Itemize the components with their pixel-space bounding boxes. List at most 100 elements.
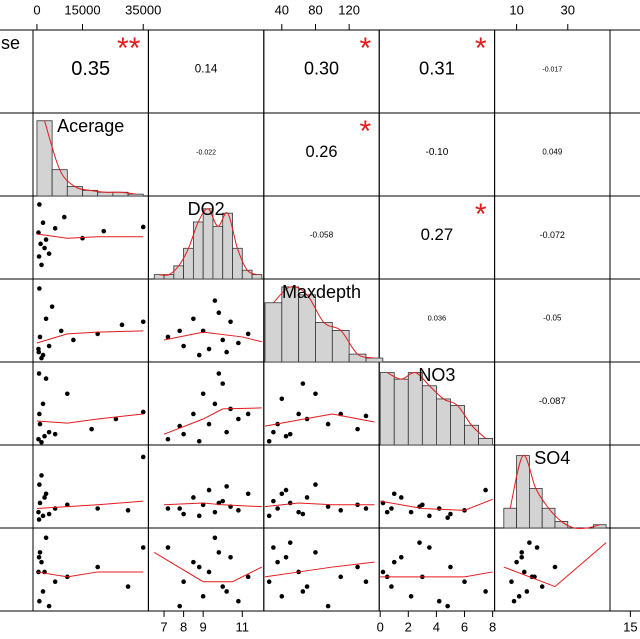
histogram-bar — [232, 247, 243, 280]
scatter-point — [196, 438, 202, 444]
scatter-point — [101, 228, 107, 234]
scatter-point — [398, 554, 404, 560]
scatter-point — [216, 310, 222, 316]
scatter-point — [391, 491, 397, 497]
variable-name: DO2 — [188, 199, 225, 219]
scatter-point — [42, 433, 47, 439]
correlation-value: 0.049 — [542, 148, 562, 157]
scatter-point — [417, 540, 422, 545]
scatter-point — [140, 224, 146, 230]
correlation-value: 0.27 — [421, 225, 454, 244]
scatter-point — [519, 554, 525, 560]
histogram-bar — [365, 357, 384, 363]
scatter-point — [236, 340, 241, 346]
histogram-bar — [393, 378, 409, 446]
scatter-point — [43, 491, 49, 497]
tick-label: 7 — [160, 619, 167, 634]
scatter-point — [165, 334, 171, 340]
panel-border — [147, 527, 265, 612]
scatter-point — [216, 550, 222, 555]
scatter-point — [516, 594, 522, 599]
scatter-point — [65, 502, 70, 508]
scatter-point — [43, 237, 49, 242]
panel-border — [32, 278, 149, 363]
correlation-value: -0.022 — [196, 149, 216, 156]
scatter-point — [43, 376, 49, 381]
panel-border — [263, 361, 380, 446]
scatter-point — [65, 391, 70, 397]
histogram-bar — [66, 186, 83, 197]
scatter-point — [46, 511, 52, 517]
histogram-bar — [264, 302, 283, 363]
smooth-line — [503, 542, 607, 588]
significance-stars: * — [360, 32, 372, 65]
correlation-value: 0.14 — [195, 63, 218, 76]
scatter-point — [140, 545, 146, 550]
scatter-point — [46, 343, 52, 349]
scatter-point — [245, 491, 251, 497]
scatter-point — [165, 436, 171, 442]
histogram-bar — [202, 208, 214, 280]
scatter-point — [206, 487, 212, 493]
scatter-point — [212, 509, 218, 515]
correlation-value: 0.35 — [71, 58, 110, 80]
scatter-point — [287, 540, 293, 545]
scatter-point — [398, 495, 404, 500]
scatter-point — [58, 328, 64, 334]
scatter-point — [228, 554, 233, 560]
density-curve — [159, 208, 258, 276]
scatter-point — [37, 482, 42, 487]
smooth-line — [36, 500, 144, 509]
significance-stars: ** — [117, 32, 141, 65]
tick-label: 15000 — [64, 2, 100, 17]
scatter-point — [165, 506, 171, 511]
scatter-point — [200, 391, 206, 397]
correlation-value: -0.058 — [310, 230, 334, 240]
scatter-point — [181, 431, 186, 437]
panel-border — [378, 527, 496, 612]
scatter-point — [216, 371, 222, 376]
scatter-point — [36, 254, 42, 259]
variable-name: Maxdepth — [282, 282, 361, 302]
scatter-point — [509, 579, 514, 585]
scatter-point — [42, 245, 47, 251]
scatter-point — [95, 506, 100, 511]
scatter-point — [236, 508, 241, 513]
histogram-bar — [541, 507, 556, 529]
scatter-point — [224, 349, 229, 355]
scatter-point — [296, 411, 301, 417]
scatter-point — [46, 429, 52, 435]
histogram-bar — [436, 398, 451, 446]
significance-stars: * — [475, 32, 487, 65]
scatter-point — [448, 564, 453, 570]
scatter-point — [313, 550, 318, 555]
panel-border — [494, 527, 611, 612]
scatter-point — [36, 349, 42, 355]
scatter-point — [140, 409, 146, 415]
scatter-point — [224, 589, 229, 594]
panel-border — [609, 361, 640, 446]
smooth-line — [36, 413, 144, 424]
scatter-point — [338, 574, 344, 580]
histogram-bar — [331, 329, 350, 363]
histogram-bar — [212, 225, 224, 280]
scatter-point — [52, 226, 58, 231]
tick-label: 6 — [461, 619, 468, 634]
scatter-point — [95, 564, 100, 570]
scatter-point — [95, 331, 100, 337]
scatter-point — [534, 545, 540, 550]
scatter-point — [38, 241, 43, 247]
scatter-point — [296, 509, 301, 515]
scatter-point — [236, 416, 241, 422]
scatter-point — [266, 438, 272, 444]
panel-border — [609, 29, 640, 114]
scatter-point — [140, 454, 146, 460]
smooth-line — [36, 330, 144, 344]
scatter-point — [275, 506, 280, 511]
scatter-point — [40, 220, 46, 226]
scatter-point — [325, 603, 331, 609]
scatter-point — [177, 603, 182, 609]
scatter-point — [37, 202, 42, 207]
smooth-line — [380, 498, 493, 511]
correlation-value: 0.26 — [306, 143, 338, 161]
